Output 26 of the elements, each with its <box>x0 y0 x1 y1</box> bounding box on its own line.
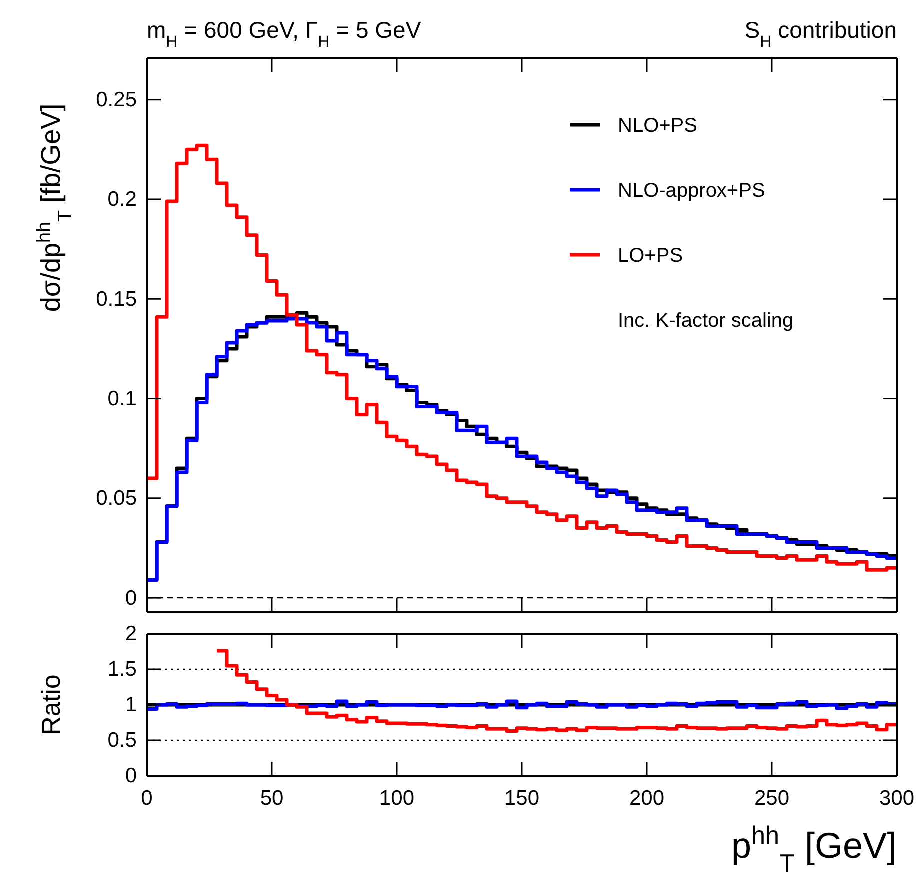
chart-title: m$_{H}$ = 600 GeV, Γ$_{H}$ = 5 GeV <box>147 17 422 51</box>
y-tick-label: 0 <box>125 764 137 788</box>
y-tick-label: 0.25 <box>96 88 137 112</box>
x-tick-label: 150 <box>504 786 540 810</box>
y-axis-title: Ratio <box>36 674 66 736</box>
y-tick-label: 2 <box>125 622 137 646</box>
x-tick-label: 250 <box>754 786 790 810</box>
x-tick-label: 0 <box>141 786 153 810</box>
chart-subtitle: S$_{H}$ contribution <box>744 17 897 51</box>
x-tick-label: 200 <box>629 786 665 810</box>
y-tick-label: 0 <box>125 586 137 610</box>
annotation: Inc. K-factor scaling <box>618 310 794 332</box>
legend-label: NLO+PS <box>618 115 698 137</box>
y-tick-label: 1 <box>125 694 137 717</box>
legend-label: NLO-approx+PS <box>618 180 766 202</box>
y-tick-label: 0.05 <box>96 487 137 510</box>
x-axis-title: p$^{hh}$$_{T}$ [GeV] <box>732 822 897 875</box>
x-tick-label: 100 <box>379 786 415 810</box>
y-tick-label: 0.15 <box>96 288 137 311</box>
y-tick-label: 0.5 <box>108 729 137 752</box>
y-tick-label: 0.2 <box>108 188 137 212</box>
y-tick-label: 1.5 <box>108 658 137 682</box>
x-tick-label: 50 <box>260 786 284 810</box>
legend-label: LO+PS <box>618 245 684 267</box>
x-tick-label: 300 <box>879 786 915 810</box>
y-tick-label: 0.1 <box>108 387 137 410</box>
